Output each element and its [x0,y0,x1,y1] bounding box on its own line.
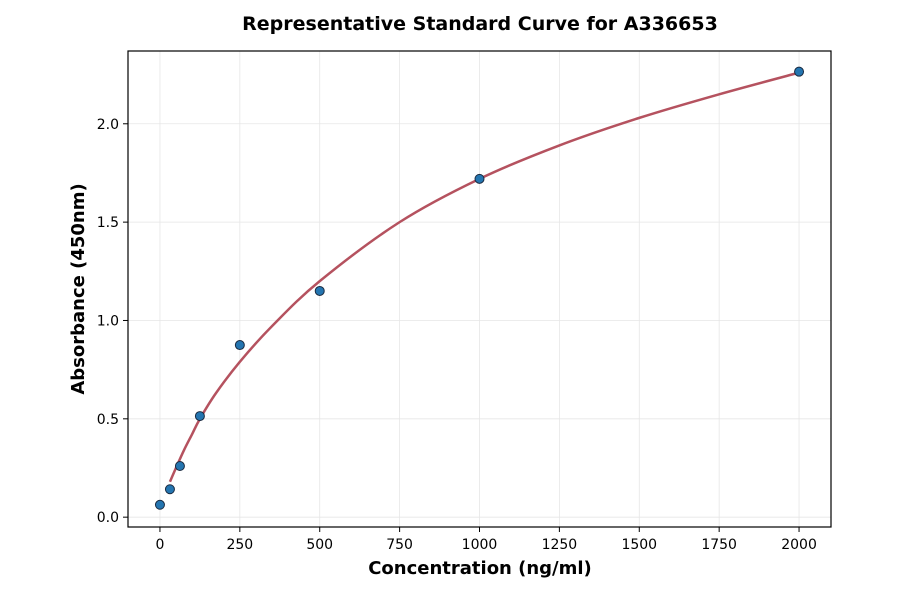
x-tick-label: 1000 [462,537,498,553]
data-point [174,461,185,472]
x-tick-label: 500 [306,537,333,553]
data-point [794,66,805,77]
y-tick-label: 2.0 [97,117,119,133]
data-point [154,499,165,510]
x-tick-label: 1250 [542,537,578,553]
y-tick-label: 0.5 [97,412,119,428]
data-point [474,173,485,184]
x-tick-label: 750 [386,537,413,553]
x-tick-label: 250 [226,537,253,553]
y-tick-label: 1.5 [97,215,119,231]
x-tick-label: 0 [155,537,164,553]
x-tick-label: 1500 [621,537,657,553]
chart-title: Representative Standard Curve for A33665… [242,13,718,35]
x-axis-label: Concentration (ng/ml) [368,558,592,579]
data-point [164,484,175,495]
y-tick-label: 1.0 [97,313,119,329]
data-point [234,340,245,351]
data-point [194,411,205,422]
x-tick-label: 1750 [701,537,737,553]
x-tick-label: 2000 [781,537,817,553]
y-tick-label: 0.0 [97,510,119,526]
plot-frame [127,50,832,528]
y-axis-label: Absorbance (450nm) [68,183,89,394]
fit-curve [168,71,800,483]
data-point [314,285,325,296]
